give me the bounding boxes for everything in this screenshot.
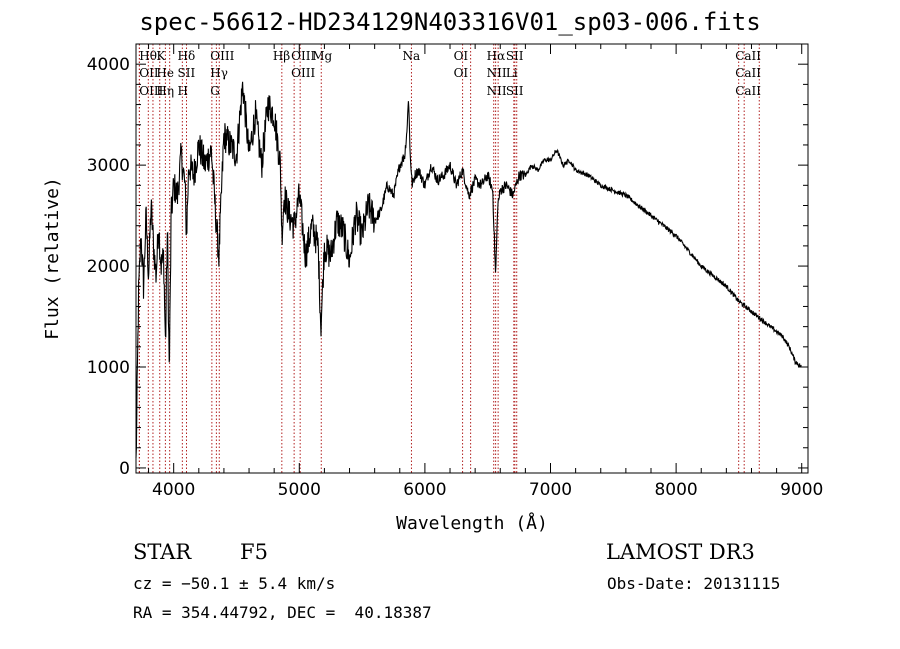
line-label-0-2: OIII (139, 84, 163, 98)
y-tick-label-1: 1000 (87, 358, 130, 378)
line-label-1-2: Hη (156, 84, 174, 98)
coordinates-text: RA = 354.44792, DEC = 40.18387 (133, 603, 432, 622)
obs-date-text: Obs-Date: 20131115 (607, 574, 781, 593)
line-label-10-0: SII (506, 49, 524, 63)
line-label-9-2: NII (487, 84, 507, 98)
y-tick-label-3: 3000 (87, 156, 130, 176)
line-label-11-0: CaII (735, 49, 761, 63)
line-label-2-1: SII (177, 66, 195, 80)
line-label-1-1: He (156, 66, 174, 80)
line-label-5-0: OIII (291, 49, 315, 63)
object-class: STAR (133, 540, 192, 564)
line-label-4-0: Hβ (273, 49, 290, 63)
survey-name: LAMOST DR3 (606, 540, 755, 564)
y-tick-label-2: 2000 (87, 257, 130, 277)
spectrum-line (135, 81, 802, 458)
line-label-9-1: NII (487, 66, 507, 80)
redshift-text: cz = −50.1 ± 5.4 km/s (133, 574, 336, 593)
line-label-3-2: G (210, 84, 220, 98)
x-tick-label-3: 7000 (529, 480, 572, 500)
line-label-0-0: Hθ (139, 49, 157, 63)
x-tick-label-2: 6000 (403, 480, 446, 500)
line-label-3-0: OIII (210, 49, 234, 63)
line-label-2-2: H (177, 84, 187, 98)
line-label-10-1: Li (506, 66, 518, 80)
line-label-3-1: Hγ (210, 66, 228, 80)
line-label-10-2: SII (506, 84, 524, 98)
line-label-2-0: Hδ (177, 49, 195, 63)
line-label-11-1: CaII (735, 66, 761, 80)
line-label-9-0: Hα (487, 49, 506, 63)
object-subclass: F5 (240, 540, 268, 564)
y-axis-label: Flux (relative) (42, 177, 63, 340)
y-tick-label-4: 4000 (87, 55, 130, 75)
line-label-1-0: K (156, 49, 166, 63)
line-label-11-2: CaII (735, 84, 761, 98)
line-label-6-0: Mg (312, 49, 332, 63)
line-label-5-1: OIII (291, 66, 315, 80)
line-label-0-1: OII (139, 66, 159, 80)
x-tick-label-0: 4000 (152, 480, 195, 500)
line-label-8-0: OI (454, 49, 469, 63)
x-tick-label-4: 8000 (654, 480, 697, 500)
line-label-7-0: Na (402, 49, 420, 63)
plot-frame (135, 43, 809, 474)
x-tick-label-1: 5000 (278, 480, 321, 500)
y-tick-label-0: 0 (119, 459, 130, 479)
x-axis-label: Wavelength (Å) (396, 512, 548, 534)
x-tick-label-5: 9000 (780, 480, 823, 500)
chart-title: spec-56612-HD234129N403316V01_sp03-006.f… (139, 8, 761, 36)
line-label-8-1: OI (454, 66, 469, 80)
